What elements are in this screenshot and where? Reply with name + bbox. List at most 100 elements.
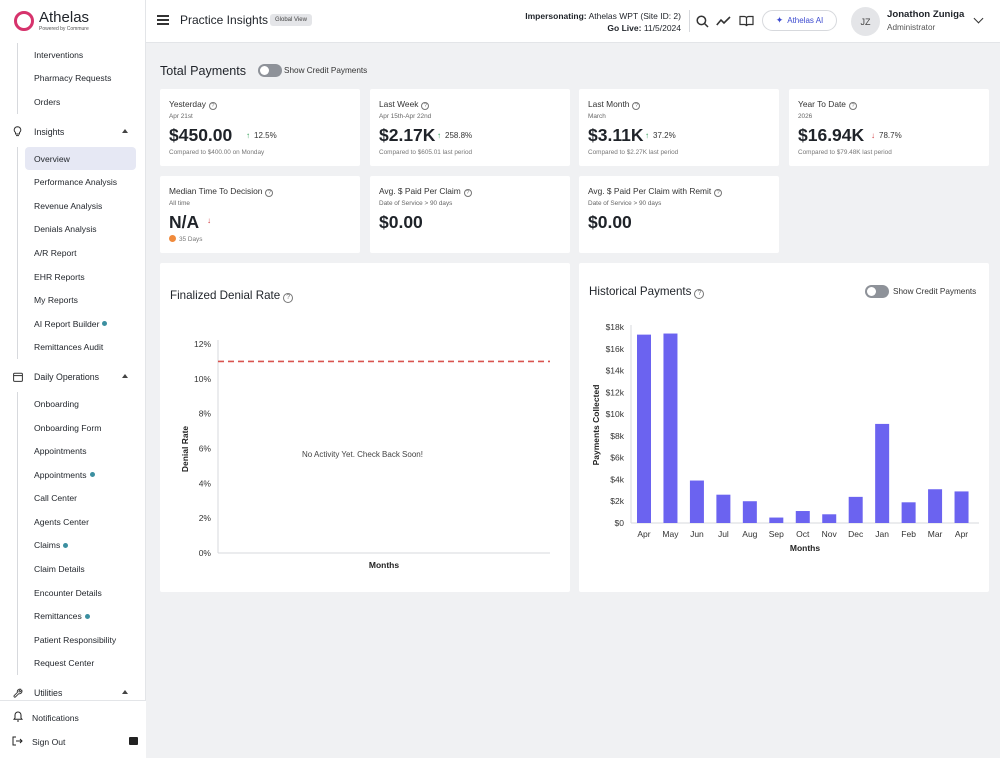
golive-label: Go Live: — [607, 23, 642, 33]
chevron-down-icon[interactable] — [973, 13, 984, 24]
logo[interactable]: Athelas Powered by Commure — [14, 10, 89, 32]
chevron-up-icon[interactable] — [122, 128, 128, 133]
historical-payments-chart: $0 $2k $4k $6k $8k $10k $12k $14k $16k $18k Apr May… — [591, 322, 979, 553]
sidebar-item-appointments[interactable]: Appointments — [34, 446, 87, 457]
chart-title: Historical Payments? — [589, 285, 705, 299]
avatar[interactable]: JZ — [851, 7, 880, 36]
sidebar-item-my-reports[interactable]: My Reports — [34, 295, 78, 306]
stat-compare: Compared to $2.27K last period — [588, 149, 679, 156]
chart-title: Finalized Denial Rate? — [170, 289, 294, 303]
sidebar-item-request-center[interactable]: Request Center — [34, 658, 95, 669]
x-tick-label: Feb — [901, 529, 916, 539]
sidebar-item-onboarding-form[interactable]: Onboarding Form — [34, 422, 102, 433]
chat-icon[interactable] — [129, 737, 138, 745]
search-icon[interactable] — [694, 13, 710, 29]
header-divider — [689, 10, 690, 32]
notifications-link[interactable]: Notifications — [0, 706, 146, 730]
x-tick-label: Jun — [690, 529, 704, 539]
sidebar-section-utilities[interactable]: Utilities — [0, 678, 146, 708]
user-role: Administrator — [887, 23, 936, 32]
sidebar-item-encounter-details[interactable]: Encounter Details — [34, 587, 102, 598]
sidebar-item-ehr-reports[interactable]: EHR Reports — [34, 271, 85, 282]
y-tick-label: $2k — [610, 496, 624, 506]
page-title: Practice Insights — [180, 13, 269, 27]
brand-name: Athelas — [39, 9, 90, 26]
sidebar-item-interventions[interactable]: Interventions — [34, 49, 84, 60]
denial-rate-chart: 12% 10% 8% 6% 4% 2% 0% Months Denial Rate — [180, 339, 550, 570]
info-icon[interactable]: ? — [463, 189, 472, 197]
stat-value: $3.11K — [588, 125, 644, 145]
trend-icon[interactable] — [715, 13, 731, 29]
bar — [954, 491, 969, 523]
stat-subtitle: 2026 — [798, 113, 813, 120]
arrow-down-icon: ↓ — [871, 131, 875, 140]
sidebar-item-ai-report-builder[interactable]: AI Report Builder — [0, 312, 146, 336]
nav-group-top: Interventions Pharmacy Requests Orders — [0, 43, 146, 114]
golive-value: 11/5/2024 — [643, 23, 681, 33]
bar — [928, 489, 943, 523]
sidebar-item-appointments-new[interactable]: Appointments — [0, 463, 146, 487]
x-tick-label: Mar — [928, 529, 943, 539]
info-icon[interactable]: ? — [265, 189, 274, 197]
brand-tagline: Powered by Commure — [39, 26, 89, 32]
info-icon[interactable]: ? — [632, 102, 641, 110]
bar — [689, 480, 704, 523]
chart-credit-payments-toggle[interactable] — [865, 285, 889, 298]
sidebar-item-patient-responsibility[interactable]: Patient Responsibility — [34, 634, 117, 645]
info-icon[interactable]: ? — [848, 102, 857, 110]
credit-payments-toggle[interactable] — [258, 64, 282, 77]
book-icon[interactable] — [738, 13, 754, 29]
sidebar-section-insights[interactable]: Insights — [0, 117, 146, 147]
sparkle-icon: ✦ — [775, 15, 784, 25]
sidebar-item-claim-details[interactable]: Claim Details — [34, 564, 85, 575]
total-payments-title: Total Payments — [160, 64, 247, 78]
info-icon[interactable]: ? — [694, 289, 705, 299]
menu-icon[interactable] — [157, 15, 169, 25]
stat-subtitle: Apr 21st — [169, 113, 193, 120]
sidebar-item-orders[interactable]: Orders — [34, 96, 61, 107]
sidebar-item-onboarding[interactable]: Onboarding — [34, 398, 79, 409]
info-icon[interactable]: ? — [421, 102, 430, 110]
stat-compare: Compared to $79.48K last period — [798, 149, 892, 156]
sidebar-item-revenue-analysis[interactable]: Revenue Analysis — [34, 200, 103, 211]
stat-card-median-time: Median Time To Decision? All time N/A ↓ … — [160, 176, 360, 253]
chevron-up-icon[interactable] — [122, 690, 128, 695]
bar — [875, 423, 890, 523]
x-tick-label: Jan — [875, 529, 889, 539]
stat-note: 35 Days — [169, 235, 202, 243]
sidebar-item-overview[interactable]: Overview — [25, 146, 136, 171]
sign-out-link[interactable]: Sign Out — [0, 730, 146, 754]
sidebar-item-remittances-audit[interactable]: Remittances Audit — [34, 342, 104, 353]
bar — [663, 333, 678, 523]
stat-title: Last Week? — [379, 99, 430, 110]
sign-out-label: Sign Out — [32, 737, 66, 747]
stat-title: Year To Date? — [798, 99, 857, 110]
sidebar-section-daily-operations[interactable]: Daily Operations — [0, 362, 146, 392]
info-icon[interactable]: ? — [208, 102, 217, 110]
historical-payments-card: Historical Payments? Show Credit Payment… — [579, 263, 989, 592]
global-view-badge: Global View — [270, 14, 312, 26]
calendar-icon — [12, 372, 23, 383]
athelas-ai-button[interactable]: ✦ Athelas AI — [762, 10, 837, 31]
sidebar-item-ar-report[interactable]: A/R Report — [34, 247, 77, 258]
x-tick-label: Jul — [718, 529, 729, 539]
x-tick-label: Oct — [796, 529, 810, 539]
arrow-up-icon: ↑ — [246, 131, 250, 140]
sidebar-item-pharmacy-requests[interactable]: Pharmacy Requests — [34, 73, 112, 84]
sidebar-item-label: Remittances — [34, 611, 82, 622]
sidebar-footer: Notifications Sign Out — [0, 700, 146, 758]
sidebar-item-performance-analysis[interactable]: Performance Analysis — [34, 177, 118, 188]
sidebar-item-denials-analysis[interactable]: Denials Analysis — [34, 224, 97, 235]
x-tick-label: Dec — [848, 529, 864, 539]
sidebar-item-remittances[interactable]: Remittances — [0, 604, 146, 628]
chevron-up-icon[interactable] — [122, 374, 128, 379]
sidebar-item-agents-center[interactable]: Agents Center — [34, 516, 89, 527]
stat-subtitle: Date of Service > 90 days — [379, 200, 453, 207]
chart-credit-payments-toggle-label: Show Credit Payments — [893, 287, 977, 296]
sidebar-item-claims[interactable]: Claims — [0, 534, 146, 558]
stat-compare: Compared to $605.01 last period — [379, 149, 473, 156]
info-icon[interactable]: ? — [283, 293, 294, 303]
sidebar-item-call-center[interactable]: Call Center — [34, 493, 77, 504]
stat-change: ↑ 12.5% — [246, 131, 277, 140]
info-icon[interactable]: ? — [714, 189, 723, 197]
